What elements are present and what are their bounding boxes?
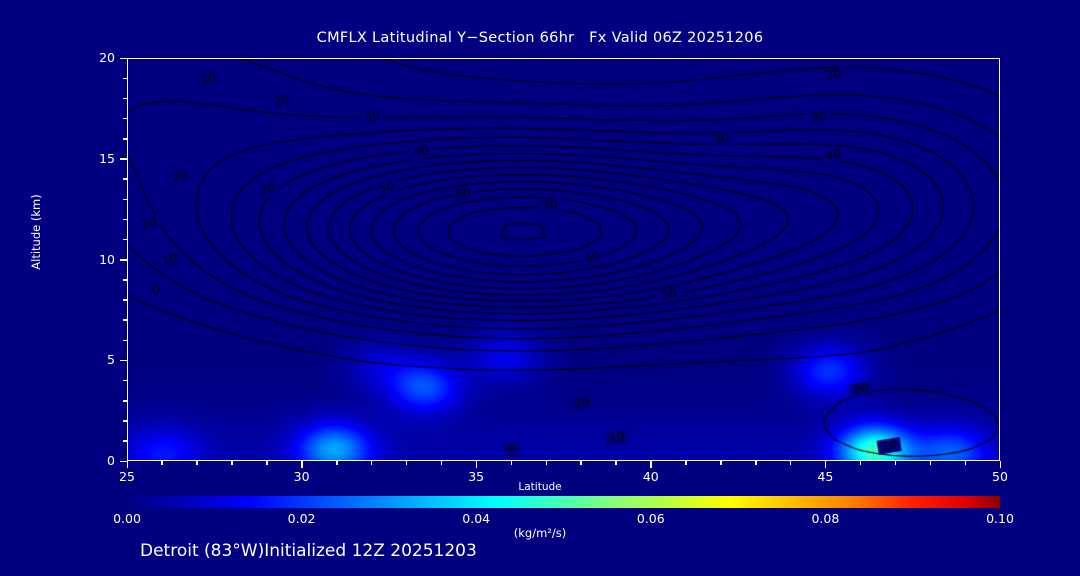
y-axis-title: Altitude (km): [29, 194, 43, 270]
y-minor-tick: [123, 279, 127, 281]
colorbar-tick-label: 0.00: [113, 511, 141, 526]
x-minor-tick: [964, 461, 967, 465]
colorbar-tick-label: 0.02: [287, 511, 316, 526]
y-minor-tick: [123, 238, 127, 241]
x-tick-mark: [824, 461, 827, 468]
x-tick-mark: [999, 461, 1001, 468]
x-minor-tick: [370, 461, 373, 465]
y-minor-tick: [123, 420, 127, 422]
y-tick-label: 20: [99, 50, 115, 65]
colorbar-tick-label: 0.04: [462, 511, 491, 526]
x-tick-mark: [475, 461, 478, 468]
x-minor-tick: [510, 461, 513, 465]
y-minor-tick: [123, 339, 127, 342]
y-minor-tick: [123, 77, 127, 80]
x-minor-tick: [266, 461, 268, 465]
x-minor-tick: [720, 461, 722, 465]
x-minor-tick: [231, 461, 233, 465]
y-tick-mark: [120, 259, 127, 261]
x-minor-tick: [196, 461, 198, 465]
x-tick-label: 45: [817, 469, 834, 484]
y-tick-mark: [120, 158, 127, 160]
y-minor-tick: [123, 379, 127, 382]
x-minor-tick: [789, 461, 792, 465]
y-tick-mark: [120, 460, 127, 462]
x-minor-tick: [545, 461, 548, 465]
x-minor-tick: [440, 461, 443, 465]
y-tick-mark: [120, 359, 127, 362]
y-minor-tick: [123, 400, 127, 402]
x-minor-tick: [894, 461, 897, 465]
colorbar-tick-label: 0.10: [986, 511, 1014, 526]
x-minor-tick: [685, 461, 687, 465]
y-minor-tick: [123, 198, 127, 201]
x-tick-mark: [301, 461, 303, 468]
x-minor-tick: [405, 461, 408, 465]
colorbar-tick-label: 0.06: [636, 511, 665, 526]
cross-section-plot: [128, 59, 999, 460]
y-minor-tick: [123, 299, 127, 301]
y-minor-tick: [123, 138, 127, 140]
y-minor-tick: [123, 218, 127, 221]
y-tick-label: 0: [107, 453, 115, 468]
x-tick-mark: [126, 461, 128, 468]
y-tick-label: 5: [107, 352, 115, 368]
colorbar-gradient: [127, 496, 1000, 508]
colorbar-tick-label: 0.08: [811, 511, 840, 526]
chart-title: CMFLX Latitudinal Y−Section 66hr Fx Vali…: [316, 30, 764, 46]
x-tick-label: 25: [119, 469, 135, 484]
plot-area: [127, 58, 1000, 461]
y-minor-tick: [123, 178, 127, 180]
colorbar: [127, 496, 1000, 508]
y-minor-tick: [123, 117, 127, 120]
x-tick-label: 30: [293, 469, 310, 484]
x-minor-tick: [755, 461, 757, 465]
x-tick-mark: [650, 461, 652, 468]
x-minor-tick: [859, 461, 862, 465]
y-minor-tick: [123, 97, 127, 100]
chart-caption: Detroit (83°W)Initialized 12Z 20251203: [140, 541, 477, 561]
y-tick-label: 10: [99, 251, 115, 267]
x-axis-title: Latitude: [518, 481, 562, 493]
x-minor-tick: [615, 461, 617, 465]
colorbar-units-label: (kg/m²/s): [513, 526, 567, 540]
x-tick-label: 40: [642, 469, 659, 484]
x-minor-tick: [336, 461, 338, 465]
y-minor-tick: [123, 319, 127, 321]
x-minor-tick: [161, 461, 163, 465]
x-minor-tick: [929, 461, 932, 465]
y-tick-mark: [120, 57, 127, 59]
y-minor-tick: [123, 440, 127, 442]
x-tick-label: 35: [468, 469, 485, 484]
x-tick-label: 50: [992, 469, 1008, 484]
y-tick-label: 15: [99, 150, 115, 166]
x-minor-tick: [580, 461, 582, 465]
